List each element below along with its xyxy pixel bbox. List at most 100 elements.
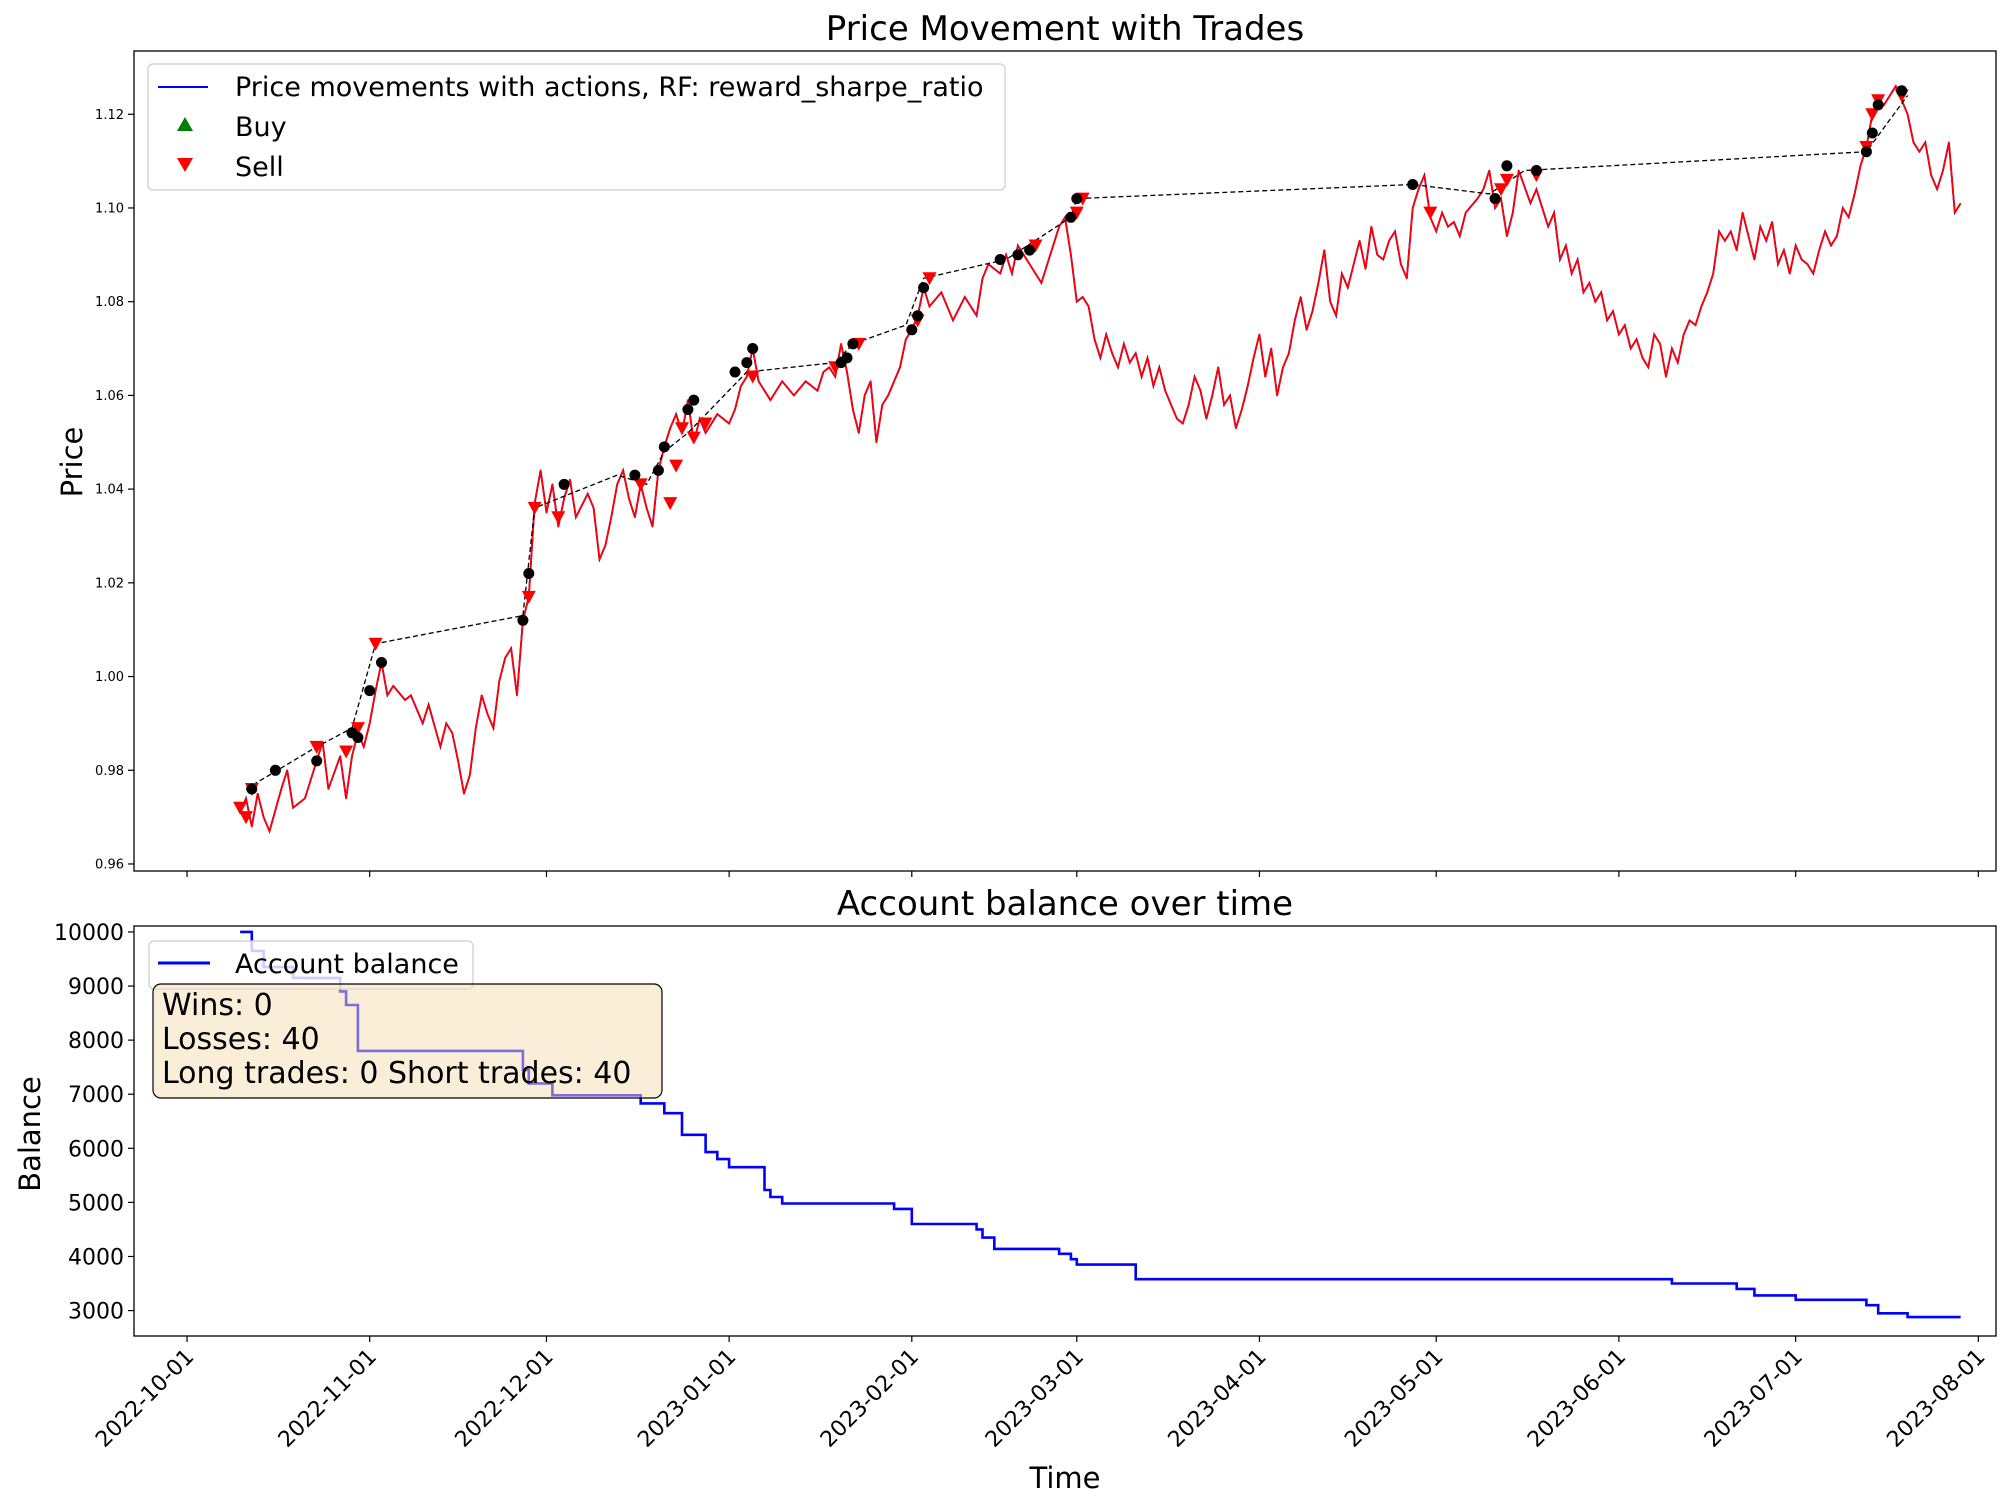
sell-marker [238, 811, 253, 825]
trade-close-marker [652, 464, 664, 476]
legend-label-sell: Sell [235, 152, 284, 183]
time-x-axis-label: Time [1029, 1461, 1101, 1495]
balance-y-tick-label: 4000 [68, 1245, 124, 1270]
price-y-tick-label: 0.96 [95, 857, 124, 872]
price-y-tick-label: 1.08 [95, 295, 124, 310]
price-y-tick-label: 1.00 [95, 670, 124, 685]
sell-marker [674, 422, 689, 436]
sell-marker [551, 511, 566, 525]
trade-close-marker [269, 764, 281, 776]
balance-y-tick-label: 3000 [68, 1300, 124, 1325]
price-line-red [239, 85, 1962, 833]
sell-marker [233, 801, 248, 815]
trade-close-marker [517, 614, 529, 626]
trade-close-marker [629, 469, 641, 481]
legend-label-account-balance: Account balance [235, 949, 459, 980]
balance-y-axis-label: Balance [13, 1076, 47, 1192]
trade-close-marker [1071, 193, 1083, 205]
sell-marker [1494, 183, 1509, 197]
balance-y-tick-label: 10000 [54, 921, 124, 946]
trade-close-marker [1530, 165, 1542, 176]
trade-close-marker [729, 366, 741, 378]
price-legend: Price movements with actions, RF: reward… [147, 63, 1006, 191]
price-y-tick-label: 1.12 [95, 108, 124, 123]
trade-close-marker [364, 685, 376, 697]
sell-marker [1499, 173, 1514, 187]
sell-marker [339, 745, 354, 759]
trade-close-marker [994, 254, 1006, 265]
trade-direction-counts: Long trades: 0 Short trades: 40 [162, 1056, 631, 1091]
sell-marker [745, 370, 760, 384]
trade-close-marker [1065, 211, 1077, 223]
trade-close-marker [688, 394, 700, 406]
price-y-tick-label: 1.02 [95, 576, 124, 591]
balance-y-tick-label: 6000 [68, 1137, 124, 1162]
wins-count: Wins: 0 [162, 988, 273, 1023]
price-y-tick-label: 0.98 [95, 764, 124, 779]
sell-marker [698, 417, 713, 431]
sell-marker [309, 740, 324, 754]
trade-close-marker [658, 441, 670, 453]
balance-legend: Account balance [148, 940, 474, 990]
triangle-up-icon [177, 117, 193, 131]
trade-stats-box: Wins: 0 Losses: 40 Long trades: 0 Short … [152, 983, 663, 1099]
trade-close-marker [1866, 127, 1878, 139]
trade-close-marker [841, 352, 853, 364]
trade-stats-background [152, 983, 663, 1099]
price-chart: Price Movement with Trades Price 0.960.9… [55, 9, 1997, 877]
price-chart-title: Price Movement with Trades [826, 9, 1304, 49]
trade-close-marker [558, 478, 570, 490]
sell-marker [1069, 206, 1084, 220]
trade-close-marker [376, 657, 387, 668]
trade-close-marker [847, 338, 859, 350]
balance-y-tick-label: 7000 [68, 1083, 124, 1108]
balance-y-tick-label: 9000 [68, 975, 124, 1000]
trade-close-marker [246, 783, 258, 795]
price-y-axis: 0.96 0.98 1.00 1.02 1.04 1.06 1.08 1.10 1.12 [95, 108, 134, 872]
sell-marker [1423, 206, 1438, 220]
trade-close-marker [906, 324, 918, 336]
balance-y-tick-label: 8000 [68, 1029, 124, 1054]
triangle-down-icon [177, 158, 193, 172]
trade-close-marker [523, 568, 535, 579]
trade-close-marker [311, 755, 323, 767]
price-plot-area [233, 84, 1962, 834]
sell-marker [686, 431, 701, 445]
sell-marker [922, 272, 937, 286]
trade-close-marker [1489, 193, 1501, 205]
legend-label-buy: Buy [235, 112, 287, 143]
sell-marker [1865, 108, 1880, 122]
balance-plot-frame [133, 925, 1997, 1337]
balance-chart-title: Account balance over time [837, 884, 1293, 924]
balance-y-axis: 3000 4000 5000 6000 7000 8000 9000 10000 [54, 921, 134, 1325]
sell-marker [350, 722, 365, 736]
sell-marker [521, 590, 536, 604]
sell-marker [368, 637, 383, 651]
price-y-tick-label: 1.04 [95, 483, 124, 498]
price-y-tick-label: 1.10 [95, 201, 124, 216]
sell-marker [1028, 239, 1043, 253]
trade-close-marker [1501, 160, 1513, 172]
trade-close-marker [682, 404, 694, 415]
trade-close-marker [747, 343, 759, 354]
sell-marker [633, 478, 648, 492]
trade-close-marker [1860, 146, 1872, 158]
legend-label-price-movements: Price movements with actions, RF: reward… [235, 72, 984, 103]
price-y-tick-label: 1.06 [95, 389, 124, 404]
losses-count: Losses: 40 [162, 1022, 320, 1057]
trade-close-marker [912, 310, 924, 322]
trade-close-marker [918, 282, 930, 294]
sell-marker [663, 497, 678, 511]
trade-close-marker [1024, 244, 1036, 256]
trade-close-marker [1407, 179, 1419, 190]
trade-close-marker [741, 357, 753, 369]
balance-y-tick-label: 5000 [68, 1191, 124, 1216]
trade-close-marker [1872, 99, 1884, 111]
trade-close-marker [352, 732, 364, 743]
price-legend-box [147, 63, 1006, 191]
trade-close-marker [1012, 249, 1024, 261]
sell-marker [669, 459, 684, 473]
trade-close-marker [1896, 85, 1908, 97]
